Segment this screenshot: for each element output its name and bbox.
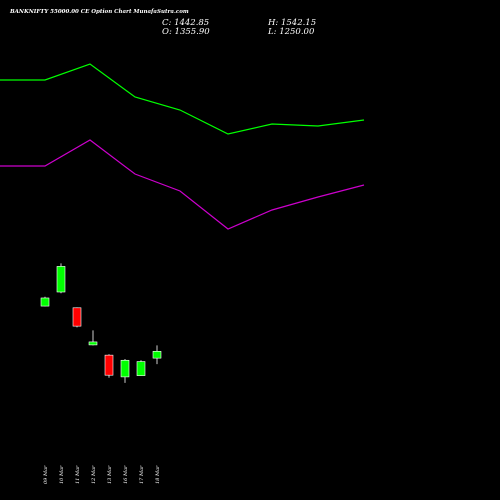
x-tick-label: 12 Mar [91, 465, 97, 484]
x-tick-label: 13 Mar [107, 465, 113, 484]
candle-13-mar [104, 354, 114, 378]
chart-title: BANKNIFTY 55000.00 CE Option Chart Munaf… [10, 9, 189, 15]
candle-body [72, 307, 82, 327]
candle-body [136, 361, 146, 376]
candle-body [104, 354, 114, 376]
x-tick-label: 16 Mar [123, 465, 129, 484]
x-tick-label: 17 Mar [139, 465, 145, 484]
high-value: H: 1542.15 [268, 18, 317, 28]
candle-17-mar [136, 360, 146, 377]
x-tick-label: 10 Mar [59, 465, 65, 484]
candle-body [88, 341, 98, 346]
candle-body [40, 297, 50, 307]
x-tick-label: 18 Mar [155, 465, 161, 484]
open-value: O: 1355.90 [162, 27, 210, 37]
close-value: C: 1442.85 [162, 18, 210, 28]
candle-18-mar [152, 345, 162, 365]
candle-12-mar [88, 330, 98, 346]
x-tick-label: 09 Mar [43, 465, 49, 484]
candle-body [56, 266, 66, 293]
candle-16-mar [120, 358, 130, 383]
candle-11-mar [72, 307, 82, 328]
candle-body [152, 351, 162, 359]
candle-09-mar [40, 296, 50, 307]
candle-body [120, 359, 130, 378]
overlay-line-1 [0, 63, 365, 135]
low-value: L: 1250.00 [268, 27, 315, 37]
x-tick-label: 11 Mar [75, 465, 81, 484]
overlay-line-2 [0, 139, 365, 230]
candle-10-mar [56, 263, 66, 294]
